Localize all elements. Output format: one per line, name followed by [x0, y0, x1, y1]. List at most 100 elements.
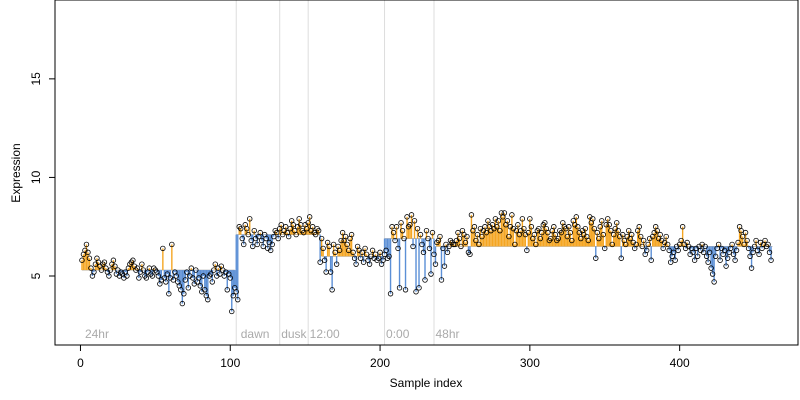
data-point [386, 253, 392, 259]
data-point [413, 289, 419, 295]
data-point [670, 249, 677, 256]
data-point [748, 265, 755, 271]
data-point [591, 225, 597, 232]
data-point [575, 224, 581, 230]
data-point [387, 291, 394, 297]
data-point [238, 225, 244, 232]
data-point [497, 227, 503, 234]
data-point [362, 245, 368, 252]
data-point [392, 237, 398, 244]
data-point [345, 247, 352, 254]
data-point [512, 241, 518, 248]
data-point [666, 247, 672, 254]
data-point [590, 216, 596, 222]
data-point [537, 235, 544, 242]
data-point [268, 247, 274, 254]
data-point [178, 287, 184, 293]
data-point [744, 237, 750, 244]
data-point [271, 233, 277, 240]
data-point [578, 235, 584, 242]
data-point [648, 257, 654, 263]
data-point [342, 233, 349, 240]
data-point [729, 241, 735, 248]
data-point [593, 255, 599, 261]
data-point [664, 241, 671, 248]
data-point [423, 227, 430, 234]
data-point [200, 273, 207, 279]
data-point [462, 239, 469, 246]
data-point [278, 222, 284, 228]
data-point [506, 233, 512, 240]
data-point [336, 247, 343, 254]
data-point [259, 237, 265, 244]
data-point [717, 257, 723, 263]
condition-label: 0:00 [386, 327, 410, 341]
data-point [383, 247, 389, 254]
data-point [136, 275, 142, 281]
data-point [524, 247, 530, 254]
data-point [626, 227, 632, 234]
data-point [654, 227, 660, 234]
data-point [558, 229, 565, 236]
data-point [476, 241, 482, 248]
data-point [274, 229, 280, 236]
data-point [377, 249, 383, 256]
data-point [739, 233, 746, 240]
data-point [155, 273, 162, 279]
data-point [416, 285, 422, 291]
data-point [705, 259, 711, 265]
data-point [197, 283, 204, 289]
data-point [444, 249, 451, 256]
data-point [422, 277, 428, 283]
data-point [703, 253, 710, 259]
data-point [552, 231, 559, 238]
data-point [305, 220, 311, 226]
data-point [318, 235, 325, 242]
data-point [519, 216, 526, 222]
data-point [700, 249, 707, 256]
data-point [528, 224, 535, 230]
data-point [605, 216, 611, 222]
data-point [169, 241, 175, 248]
data-point [170, 277, 177, 283]
data-point [285, 233, 292, 240]
data-point [614, 220, 620, 226]
data-point [344, 241, 350, 248]
condition-labels: 24hr dawn dusk 12:00 0:00 48hr [85, 327, 460, 341]
y-tick-label: 15 [29, 72, 43, 86]
data-point [233, 289, 239, 295]
data-point [357, 255, 364, 261]
data-point [474, 231, 481, 238]
data-point [494, 224, 500, 230]
data-point [467, 251, 473, 258]
data-point [164, 271, 171, 277]
data-point [551, 224, 557, 230]
data-point [160, 245, 166, 252]
data-point [130, 257, 136, 263]
y-axis: 5 10 15 [29, 72, 56, 279]
data-point [245, 231, 251, 238]
data-point [569, 237, 575, 244]
data-point [762, 237, 768, 244]
data-point [429, 229, 436, 236]
data-points [79, 210, 774, 315]
data-point [312, 231, 319, 238]
data-point [566, 224, 572, 230]
data-point [690, 249, 696, 256]
data-point [542, 220, 548, 226]
data-point [339, 229, 346, 236]
x-tick-label: 0 [77, 356, 84, 370]
x-tick-label: 300 [520, 356, 540, 370]
data-point [208, 271, 214, 277]
data-point [609, 241, 615, 248]
data-point [320, 245, 326, 252]
data-point [567, 229, 574, 236]
data-point [205, 296, 211, 303]
data-point [212, 261, 218, 267]
y-axis-label: Expression [9, 143, 23, 202]
data-point [431, 251, 437, 258]
data-point [366, 261, 373, 267]
data-point [250, 243, 256, 250]
data-point [372, 251, 379, 258]
